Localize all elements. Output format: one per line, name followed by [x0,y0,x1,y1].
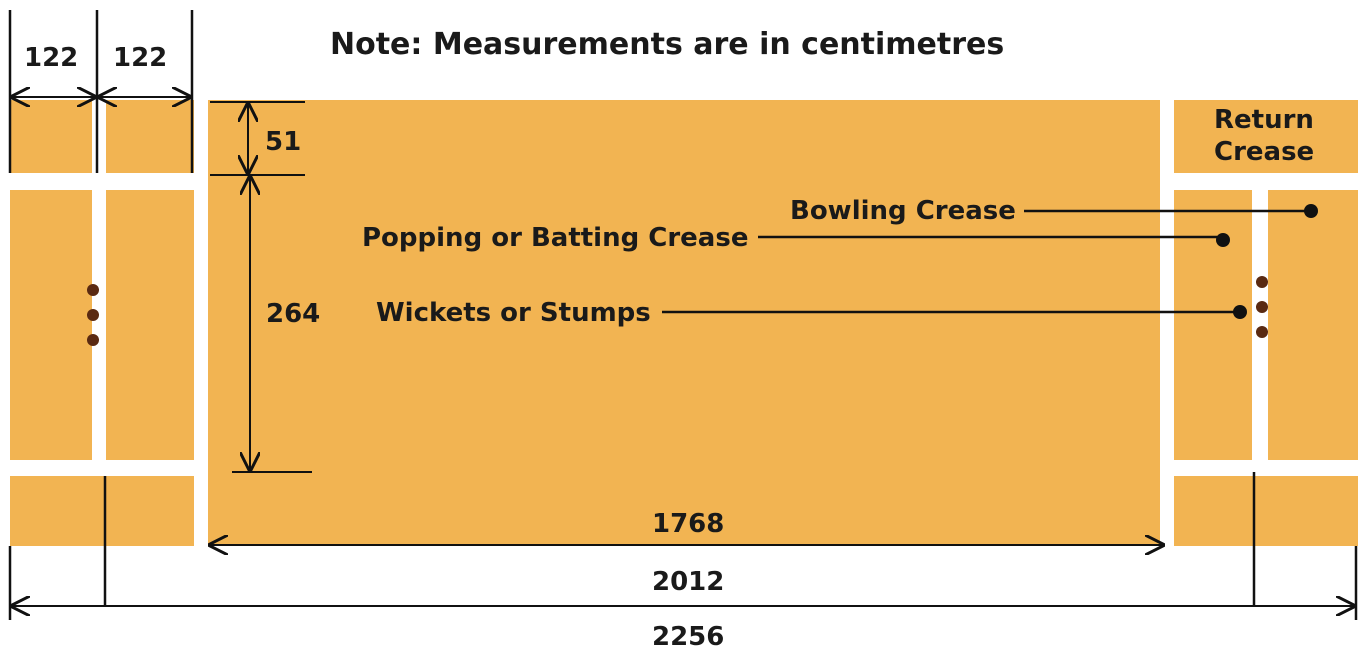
dim-label-2012: 2012 [652,567,724,597]
stump-left-2 [87,309,99,321]
pitch-left-top-b [106,100,194,173]
dim-label-51: 51 [265,127,301,157]
pitch-left-mid-a [10,190,92,460]
pitch-left-bottom [10,476,194,546]
label-bowling-crease: Bowling Crease [790,196,1016,226]
stumps [87,276,1268,346]
leader-wickets-dot [1233,305,1247,319]
pitch-left-top-a [10,100,92,173]
label-return-crease-1: Return [1214,105,1314,135]
dim-label-264: 264 [266,299,320,329]
stump-right-1 [1256,276,1268,288]
pitch-right-bottom [1174,476,1358,546]
note-text: Note: Measurements are in centimetres [330,27,1004,62]
label-popping-crease: Popping or Batting Crease [362,223,748,253]
label-wickets: Wickets or Stumps [376,298,651,328]
leader-popping-dot [1216,233,1230,247]
dim-label-122-left: 122 [24,43,78,73]
dim-label-2256: 2256 [652,622,724,652]
pitch-areas [10,100,1358,546]
pitch-right-top [1174,100,1358,173]
dim-label-122-right: 122 [113,43,167,73]
stump-right-2 [1256,301,1268,313]
label-return-crease-2: Crease [1214,137,1314,167]
stump-right-3 [1256,326,1268,338]
pitch-main [208,100,1160,546]
dim-label-1768: 1768 [652,509,724,539]
pitch-left-mid-b [106,190,194,460]
pitch-right-mid-a [1174,190,1252,460]
stump-left-1 [87,284,99,296]
leader-bowling-dot [1304,204,1318,218]
pitch-right-mid-b [1268,190,1358,460]
stump-left-3 [87,334,99,346]
